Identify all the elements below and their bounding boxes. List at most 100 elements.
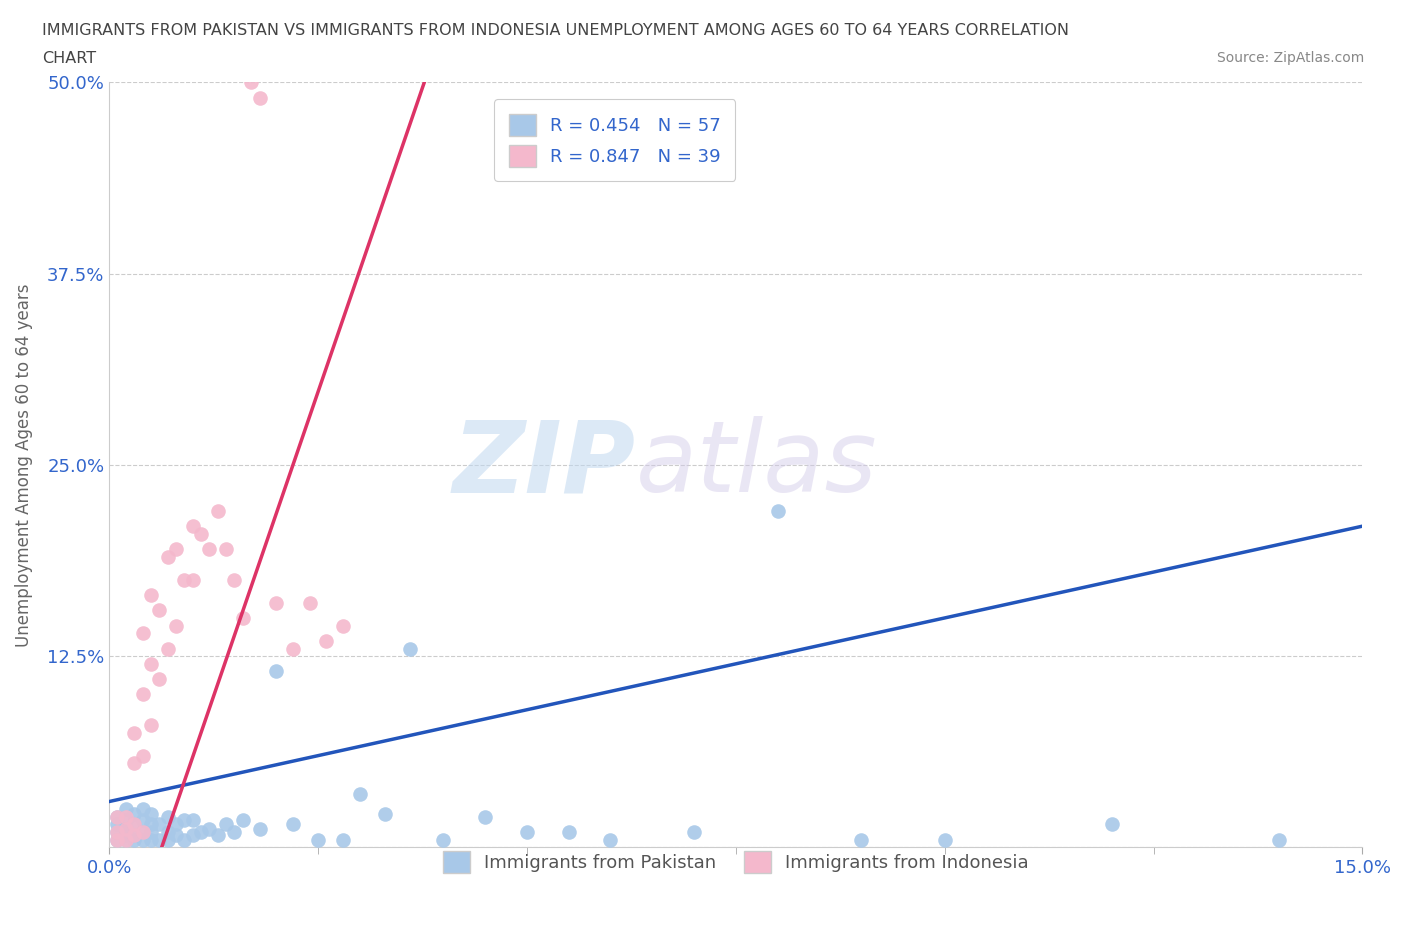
Point (190, 825, 212, 840)
Point (139, 657, 162, 671)
Point (349, 787, 371, 802)
Text: atlas: atlas (636, 417, 877, 513)
Point (131, 626, 153, 641)
Point (198, 821, 221, 836)
Point (114, 802, 136, 817)
Point (148, 671, 170, 686)
Point (114, 821, 136, 836)
Point (107, 809, 129, 824)
Point (107, 809, 129, 824)
Point (114, 832, 136, 847)
Point (240, 75, 263, 90)
Point (224, 572, 246, 587)
Point (107, 817, 129, 832)
Point (315, 633, 337, 648)
Point (148, 603, 170, 618)
Point (215, 817, 238, 832)
Point (131, 832, 153, 847)
Point (165, 828, 187, 843)
Point (173, 832, 195, 847)
Point (107, 825, 129, 840)
Point (173, 813, 195, 828)
Point (107, 832, 129, 847)
Point (181, 519, 204, 534)
Point (131, 825, 153, 840)
Point (156, 832, 179, 847)
Point (131, 749, 153, 764)
Point (198, 541, 221, 556)
Point (122, 828, 145, 843)
Point (516, 825, 538, 840)
Point (122, 828, 145, 843)
Point (264, 595, 287, 610)
Point (264, 664, 287, 679)
Point (156, 641, 179, 656)
Point (165, 817, 187, 832)
Text: ZIP: ZIP (453, 417, 636, 513)
Legend: Immigrants from Pakistan, Immigrants from Indonesia: Immigrants from Pakistan, Immigrants fro… (436, 844, 1036, 881)
Point (181, 813, 204, 828)
Point (432, 832, 454, 847)
Point (215, 541, 238, 556)
Point (281, 817, 304, 832)
Point (332, 618, 354, 633)
Point (122, 817, 145, 832)
Y-axis label: Unemployment Among Ages 60 to 64 years: Unemployment Among Ages 60 to 64 years (15, 284, 32, 646)
Point (207, 828, 229, 843)
Point (131, 813, 153, 828)
Point (148, 832, 170, 847)
Point (122, 817, 145, 832)
Point (281, 641, 304, 656)
Point (190, 526, 212, 541)
Point (156, 825, 179, 840)
Point (139, 718, 162, 733)
Text: IMMIGRANTS FROM PAKISTAN VS IMMIGRANTS FROM INDONESIA UNEMPLOYMENT AMONG AGES 60: IMMIGRANTS FROM PAKISTAN VS IMMIGRANTS F… (42, 23, 1069, 38)
Point (114, 821, 136, 836)
Point (599, 832, 621, 847)
Point (139, 806, 162, 821)
Point (181, 828, 204, 843)
Point (474, 809, 496, 824)
Point (156, 809, 179, 824)
Point (232, 610, 254, 625)
Point (298, 595, 321, 610)
Point (332, 832, 354, 847)
Point (374, 806, 396, 821)
Point (139, 588, 162, 603)
Point (131, 825, 153, 840)
Point (156, 550, 179, 565)
Point (165, 541, 187, 556)
Point (1101, 817, 1123, 832)
Point (307, 832, 329, 847)
Point (934, 832, 956, 847)
Point (173, 572, 195, 587)
Point (107, 825, 129, 840)
Point (232, 813, 254, 828)
Point (207, 503, 229, 518)
Point (122, 725, 145, 740)
Point (683, 825, 706, 840)
Point (249, 821, 271, 836)
Point (122, 806, 145, 821)
Point (399, 641, 422, 656)
Point (849, 832, 872, 847)
Point (557, 825, 579, 840)
Point (131, 802, 153, 817)
Point (122, 832, 145, 847)
Point (114, 809, 136, 824)
Point (139, 817, 162, 832)
Point (1268, 832, 1291, 847)
Point (114, 813, 136, 828)
Point (122, 756, 145, 771)
Point (165, 618, 187, 633)
Point (139, 825, 162, 840)
Point (139, 832, 162, 847)
Point (148, 817, 170, 832)
Point (181, 572, 204, 587)
Point (249, 90, 271, 105)
Text: Source: ZipAtlas.com: Source: ZipAtlas.com (1216, 51, 1364, 65)
Point (131, 687, 153, 702)
Point (107, 832, 129, 847)
Point (224, 825, 246, 840)
Point (114, 832, 136, 847)
